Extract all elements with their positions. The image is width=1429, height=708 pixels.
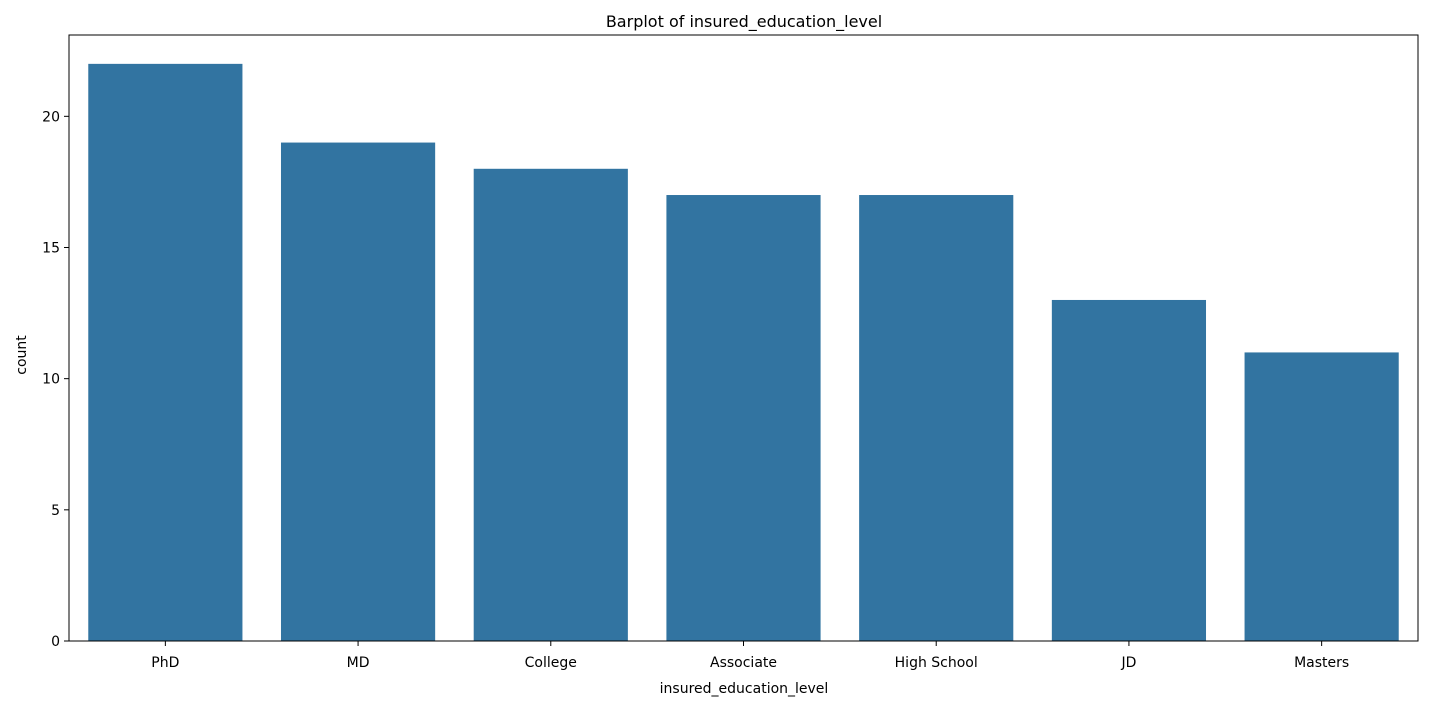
x-tick-label: PhD <box>151 655 179 671</box>
x-tick-label: JD <box>1120 655 1136 671</box>
x-axis-ticks: PhD MD College Associate High School JD Master… <box>151 641 1349 671</box>
x-tick-label: College <box>525 655 577 671</box>
bar-jd <box>1051 299 1207 641</box>
bar-associate <box>666 195 821 641</box>
x-tick-label: Masters <box>1294 655 1349 671</box>
bar-high-school <box>859 195 1014 641</box>
y-tick-label: 20 <box>42 109 60 125</box>
x-axis-label: insured_education_level <box>660 681 829 697</box>
x-tick-label: High School <box>895 655 978 671</box>
y-axis-label: count <box>14 335 30 375</box>
bar-md <box>280 142 436 641</box>
y-axis-ticks: 0 5 10 15 20 <box>42 109 69 650</box>
x-tick-label: Associate <box>710 655 777 671</box>
plot-area-frame <box>68 34 1419 642</box>
y-tick-label: 5 <box>51 503 60 519</box>
chart-title: Barplot of insured_education_level <box>606 12 882 32</box>
x-tick-label: MD <box>347 655 370 671</box>
y-tick-label: 15 <box>42 240 60 256</box>
y-tick-label: 0 <box>51 634 60 650</box>
bar-masters <box>1244 352 1399 641</box>
bars-group <box>88 63 1399 642</box>
bar-college <box>473 168 628 641</box>
y-tick-label: 10 <box>42 372 60 388</box>
bar-phd <box>88 63 243 642</box>
